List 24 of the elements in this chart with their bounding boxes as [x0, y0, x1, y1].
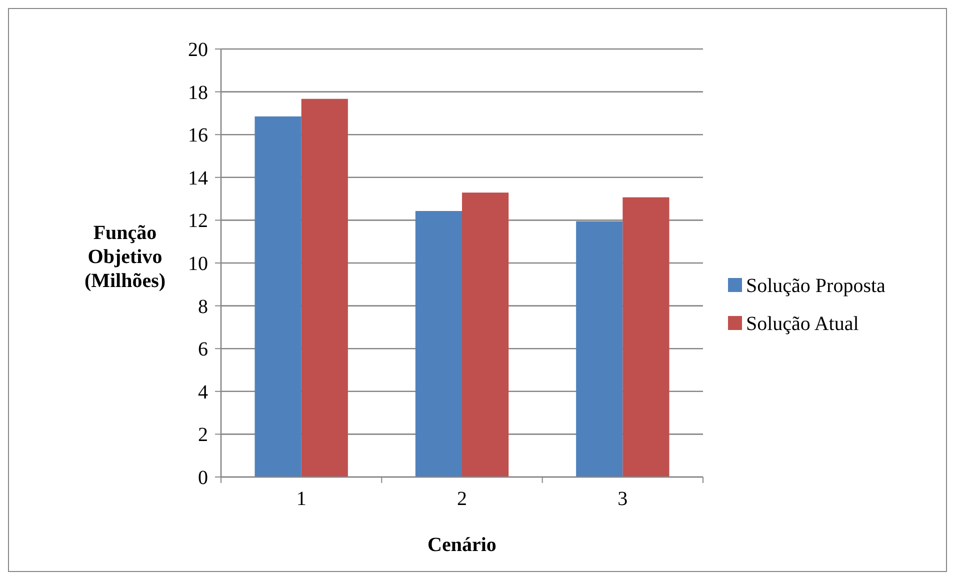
- y-tick-label: 2: [198, 424, 208, 446]
- y-tick-label: 0: [198, 467, 208, 489]
- y-axis-title: Função Objetivo (Milhões): [84, 222, 166, 292]
- x-tick-label: 1: [296, 488, 306, 510]
- y-tick-label: 6: [198, 338, 208, 361]
- y-tick-label: 20: [188, 39, 208, 61]
- y-tick-label: 16: [188, 124, 208, 147]
- y-tick-label: 8: [198, 296, 208, 318]
- y-tick-label: 10: [188, 253, 208, 275]
- y-tick-label: 14: [188, 167, 208, 190]
- bar: [301, 98, 348, 477]
- bar: [254, 116, 302, 477]
- y-tick-label: 12: [188, 210, 208, 232]
- x-axis-title: Cenário: [428, 534, 496, 556]
- bar: [576, 221, 623, 477]
- legend-label: Solução Proposta: [746, 275, 886, 297]
- x-tick-label: 3: [618, 488, 628, 510]
- x-tick-label: 2: [457, 488, 467, 510]
- y-tick-label: 18: [188, 82, 208, 104]
- bar: [415, 211, 462, 477]
- bar: [462, 192, 509, 477]
- legend-label: Solução Atual: [746, 313, 860, 335]
- bar: [622, 197, 670, 477]
- y-tick-label: 4: [198, 381, 208, 404]
